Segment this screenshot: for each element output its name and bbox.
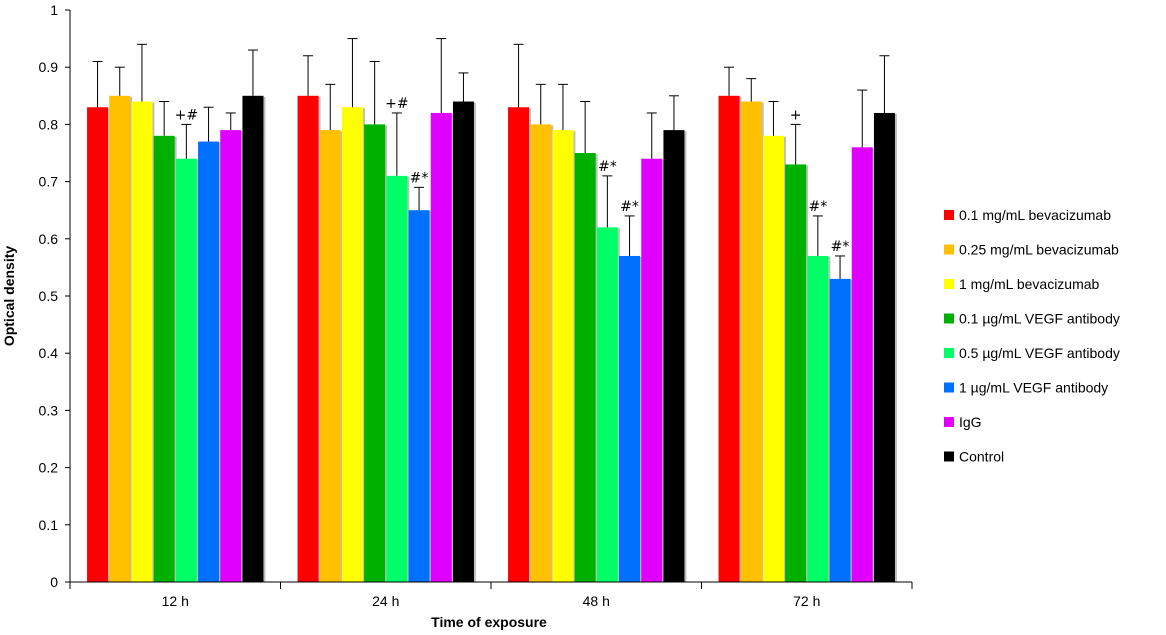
legend-swatch [944,348,954,358]
bar [109,95,131,583]
y-tick-label: 0.9 [39,59,59,75]
bar [873,112,895,583]
bar [341,107,363,583]
bar [198,141,220,582]
legend-label: 0.25 mg/mL bevacizumab [959,242,1119,258]
bar [619,255,641,582]
bar [408,210,430,582]
bar [153,135,175,582]
y-tick-label: 0.2 [39,460,59,476]
legend-label: 1 mg/mL bevacizumab [959,276,1100,292]
bar [364,124,386,583]
bar [574,153,596,582]
bar [131,101,153,583]
y-tick-label: 0 [50,574,58,590]
bar [175,158,197,582]
y-axis-title: Optical density [1,246,17,347]
bar [220,130,242,582]
bar [319,130,341,582]
bar [740,101,762,583]
bar [430,112,452,583]
bar [851,147,873,582]
significance-label: + [790,107,802,123]
y-tick-label: 0.6 [39,231,59,247]
bar [508,107,530,583]
legend-label: 0.1 µg/mL VEGF antibody [959,311,1120,327]
significance-label: #* [410,170,429,186]
x-tick-label: 48 h [583,593,610,609]
bar [785,164,807,582]
legend-swatch [944,382,954,393]
significance-label: +# [175,107,198,123]
x-axis-title: Time of exposure [431,614,547,630]
bar [762,135,784,582]
legend-label: Control [959,449,1004,465]
bar [452,101,474,583]
bar [718,95,740,583]
plot-area: +# +# #* #* #* + #* #* 0 0.1 0.2 0.3 0.4 0.5 0.6 0.7 0.8… [39,2,913,609]
x-tick-label: 72 h [793,593,820,609]
bar [386,175,408,582]
bar [530,124,552,583]
y-tick-label: 0.7 [39,174,59,190]
legend-swatch [944,279,954,289]
legend-label: 0.5 µg/mL VEGF antibody [959,345,1120,361]
significance-label: #* [831,239,850,255]
legend-swatch [944,417,954,427]
y-tick-label: 0.1 [39,517,59,533]
bar [552,130,574,582]
x-tick-label: 12 h [162,593,189,609]
y-tick-label: 0.5 [39,288,59,304]
legend: 0.1 mg/mL bevacizumab 0.25 mg/mL bevacizu… [944,207,1120,465]
legend-swatch [944,313,954,324]
legend-label: 0.1 mg/mL bevacizumab [959,207,1111,223]
legend-swatch [944,451,954,462]
significance-label: +# [385,96,408,112]
bar [596,227,618,583]
significance-label: #* [808,199,827,215]
bar [829,278,851,582]
y-tick-label: 0.8 [39,116,59,132]
y-tick-label: 0.4 [39,345,59,361]
x-tick-label: 24 h [372,593,399,609]
bar [297,95,319,583]
bar [641,158,663,582]
y-tick-label: 1 [50,2,58,18]
bar [663,130,685,582]
legend-swatch [944,210,954,220]
significance-label: #* [620,199,639,215]
bar [87,107,109,583]
legend-label: IgG [959,414,982,430]
legend-swatch [944,244,954,255]
significance-label: #* [598,159,617,175]
bar [807,255,829,582]
legend-label: 1 µg/mL VEGF antibody [959,380,1108,396]
bar [242,95,264,583]
y-tick-label: 0.3 [39,402,59,418]
